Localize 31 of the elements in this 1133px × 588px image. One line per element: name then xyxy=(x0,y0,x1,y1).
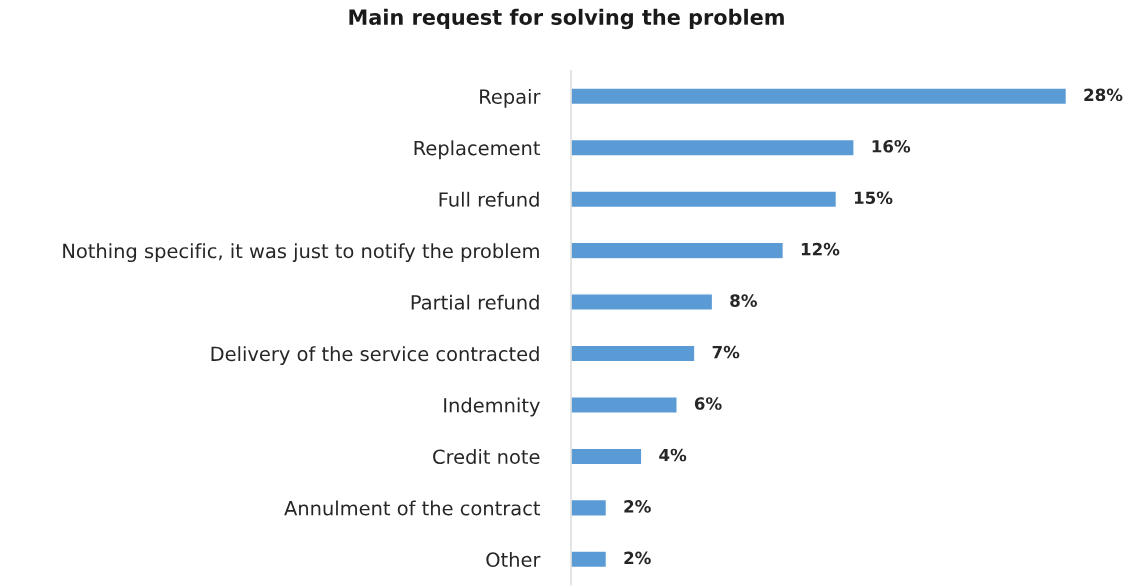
data-label: 8% xyxy=(730,294,757,307)
bar xyxy=(571,447,643,466)
y-tick-label: Credit note xyxy=(433,449,540,465)
y-tick-label: Annulment of the contract xyxy=(284,500,541,516)
bar xyxy=(571,498,608,517)
bar xyxy=(571,344,696,363)
data-label: 16% xyxy=(872,139,911,153)
y-tick-label: Other xyxy=(486,551,541,567)
data-label: 12% xyxy=(801,242,840,256)
bar xyxy=(571,396,678,414)
y-tick-label: Full refund xyxy=(439,191,539,207)
bar xyxy=(571,138,855,157)
bar xyxy=(571,293,714,312)
y-tick-label: Repair xyxy=(480,88,541,108)
data-label: 4% xyxy=(659,448,687,462)
data-label: 2% xyxy=(624,500,651,513)
y-tick-label: Delivery of the service contracted xyxy=(211,346,539,365)
data-label: 15% xyxy=(854,191,893,205)
y-tick-label: Nothing specific, it was just to notify the problem xyxy=(63,243,539,263)
data-label: 2% xyxy=(624,551,651,565)
bar xyxy=(571,87,1068,106)
data-label: 7% xyxy=(712,345,740,359)
y-tick-label: Partial refund xyxy=(411,294,539,310)
bar xyxy=(571,241,785,260)
data-label: 28% xyxy=(1084,88,1123,102)
chart-title: Main request for solving the problem xyxy=(349,8,784,30)
bar xyxy=(571,190,838,209)
bar xyxy=(571,550,608,569)
y-tick-label: Replacement xyxy=(414,140,541,160)
y-tick-label: Indemnity xyxy=(444,397,540,417)
data-label: 6% xyxy=(694,397,722,410)
